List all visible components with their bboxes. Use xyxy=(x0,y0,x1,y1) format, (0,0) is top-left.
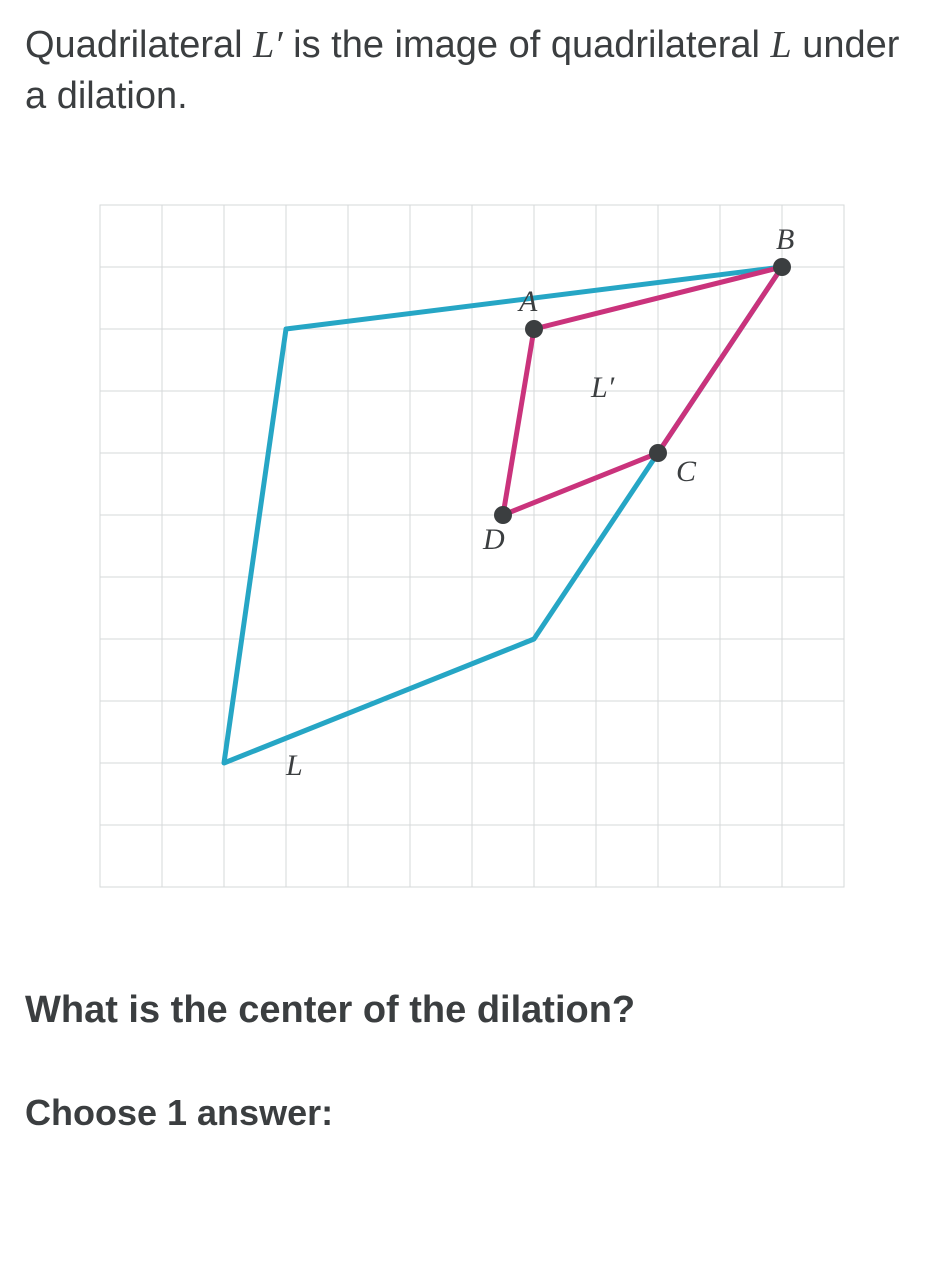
vertex-D xyxy=(494,506,512,524)
shape-label: L′ xyxy=(590,371,615,404)
dilation-diagram: L′ L A B C D xyxy=(78,183,866,909)
intro-sym2: L xyxy=(771,24,792,66)
intro-mid: is the image of quadrilateral xyxy=(283,24,771,66)
question-text: What is the center of the dilation? xyxy=(25,989,919,1032)
shape-label: L xyxy=(285,749,303,782)
vertex-label-B: B xyxy=(776,223,794,256)
vertex-label-A: A xyxy=(517,285,538,318)
problem-statement: Quadrilateral L′ is the image of quadril… xyxy=(25,20,919,123)
vertex-label-D: D xyxy=(482,523,505,556)
vertex-C xyxy=(649,444,667,462)
intro-pre: Quadrilateral xyxy=(25,24,253,66)
diagram-container: L′ L A B C D xyxy=(25,183,919,909)
vertex-A xyxy=(525,320,543,338)
intro-sym1: L′ xyxy=(253,24,282,66)
choose-prompt: Choose 1 answer: xyxy=(25,1092,919,1134)
vertex-label-C: C xyxy=(676,455,697,488)
vertex-B xyxy=(773,258,791,276)
